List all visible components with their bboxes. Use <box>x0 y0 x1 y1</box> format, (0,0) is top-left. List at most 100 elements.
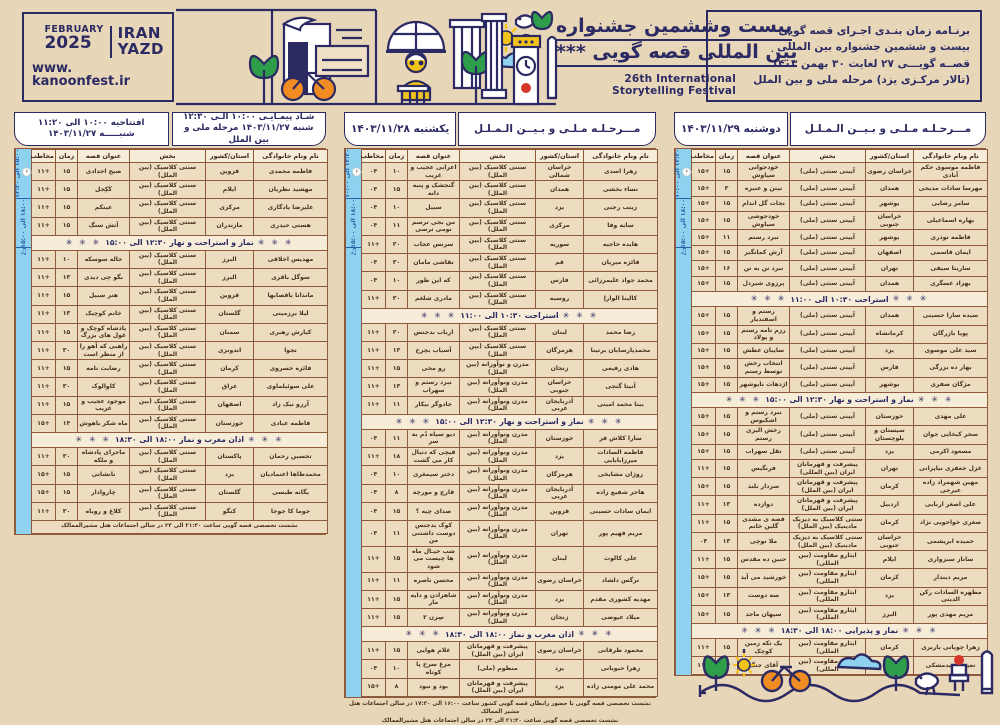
table-row: میلاد عیوضی زنجان مدرن ونوآورانه (بین المل… <box>361 608 658 628</box>
table-cell: +۱۱ <box>31 216 56 236</box>
table-cell: مدرن ونوآورانه (بین الملل) <box>459 377 536 397</box>
asterisk-icon: ✳ ✳ ✳ <box>65 237 102 247</box>
table-cell: +۱۱ <box>31 359 56 379</box>
table-cell: همدان <box>865 306 914 326</box>
table-cell: نانشاتی <box>77 465 130 485</box>
table-cell: آیینی سنتی (ملی) <box>789 376 866 394</box>
table-cell: خودجوشی سیاوش <box>737 211 790 231</box>
table-cell: ۰۴ <box>361 180 386 200</box>
table-row: فاطمه السادات میرزابابایی یزد مدرن ونوآورا… <box>361 447 658 467</box>
table-cell: مدرن ونوآورانه (بین الملل) <box>459 501 536 521</box>
table-row: سایه وفا مرکزی سنتی کلاسیک (بین الملل) من ب… <box>361 216 658 236</box>
table-row: فائزه خسروی کرمان سنتی کلاسیک (بین الملل) ر… <box>31 359 328 379</box>
table-cell: علی کالوت <box>583 545 658 573</box>
table-cell: نجوا <box>253 340 328 361</box>
table-row: مهدیه کشوری مقدم یزد مدرن ونوآورانه (بین ا… <box>361 589 658 610</box>
asterisk-icon: ✳ ✳ ✳ <box>902 626 938 635</box>
table-cell: سنتی کلاسیک (بین الملل) <box>129 304 206 324</box>
table-cell: کوک بدجنس دوست داشتنی من <box>407 519 460 547</box>
table-cell: ۱۵ <box>55 359 78 379</box>
table-cell: مدرن ونوآورانه (بین الملل) <box>459 571 536 591</box>
table-cell: ساریتا سیفی <box>913 260 988 277</box>
table-cell: ۱۵ <box>715 195 738 213</box>
description-line-2: بیست و ششمین جشنواره بین المللی <box>776 41 970 54</box>
table-cell: علی مهدی <box>913 407 988 427</box>
time-segment-label: ۱۸:۰۰ الی ۱۵:۰۰ <box>680 198 687 248</box>
asterisk-icon: ✳ ✳ ✳ <box>395 416 432 426</box>
table-cell: آیینی سنتی (ملی) <box>789 407 866 427</box>
table-cell: مریم مهدی پور <box>913 604 988 625</box>
table-row: سوگل باقری البرز سنتی کلاسیک (بین الملل) بگ… <box>31 268 328 288</box>
column-header: بخش <box>459 149 536 163</box>
schedule-table: نام ونام خانوادگی استان/کشور بخش عنوان قصه ز… <box>30 149 328 534</box>
table-cell: اندونزی <box>205 340 254 361</box>
table-cell: خانم کوچیک <box>77 304 130 324</box>
table-header-row: نام ونام خانوادگی استان/کشور بخش عنوان قصه ز… <box>360 149 658 163</box>
table-cell: +۱۵ <box>31 413 56 434</box>
table-row: علی کالوت لبنان مدرن ونوآورانه (بین الملل)… <box>361 545 658 573</box>
table-cell: سوریه <box>535 234 584 255</box>
table-cell: ۱۳ <box>385 377 408 397</box>
table-cell: فاطمه نوذری <box>913 229 988 246</box>
table-cell: یزد <box>205 465 254 485</box>
table-cell: +۱۵ <box>691 306 716 326</box>
table-cell: رضایت نامه <box>77 359 130 379</box>
table-row: مریم دیندار کرمان ایثارو مقاومت (بین الملل… <box>691 568 988 588</box>
table-cell: +۱۱ <box>361 447 386 467</box>
table-cell: هادی رفیعی <box>583 359 658 379</box>
table-row: بهزاد عسگری همدان آیینی سنتی (ملی) پرزوی شی… <box>691 275 988 293</box>
table-cell: +۱۱ <box>361 571 386 591</box>
break-label: ✳ ✳ ✳ نماز و استراحت و نهار ۱۲:۳۰ الی ۱۵:… <box>31 234 328 251</box>
table-cell: ارباب بدجنس <box>407 322 460 342</box>
table-cell: مدرن ونوآورانه (بین الملل) <box>459 447 536 467</box>
table-cell: فاطمه موسوی حکم آبادی <box>913 161 988 182</box>
table-cell: ۱۵ <box>715 275 738 293</box>
column-header: عنوان قصه <box>737 149 790 163</box>
table-cell: بوشهر <box>865 229 914 246</box>
table-cell: ۳۰ <box>385 234 408 255</box>
asterisk-icon: ✳ ✳ ✳ <box>75 435 112 445</box>
table-cell: کرمان <box>865 513 914 533</box>
table-cell: آیینی سنتی (ملی) <box>789 211 866 231</box>
festival-website[interactable]: www. kanoonfest.ir <box>32 61 164 89</box>
time-segment: ♫ <box>346 248 361 257</box>
table-cell: سایبان عطش <box>737 342 790 360</box>
table-cell: غلام هوایی <box>407 641 460 661</box>
table-cell: ۱۶ <box>715 260 738 277</box>
table-cell: رضا محمد <box>583 322 658 342</box>
table-cell: خراسان رضوی <box>535 571 584 591</box>
table-cell: سنتی کلاسیک (بین الملل) <box>459 340 536 361</box>
table-cell: مدرن ونوآورانه (بین الملل) <box>459 428 536 449</box>
table-row: مهین شهمراد زاده عیرجی کرمان پیشرفت و قهرم… <box>691 477 988 497</box>
table-cell: مازندران <box>205 216 254 236</box>
festival-title-block: بیست وششمین جشنواره بین المللی قصه گویی … <box>556 6 798 106</box>
table-cell: فارس <box>865 358 914 378</box>
table-cell: ایلام <box>865 550 914 570</box>
table-cell: ۱۵ <box>55 216 78 236</box>
time-strip: 🕐 ۱۲:۳۰ الی ۱۰:۰۰ ۱۸:۰۰ الی ۱۵:۰۰ ♫ <box>674 149 693 676</box>
schedule-column-monday: دوشنبه ۱۴۰۳/۱۱/۲۹ مـــرحـلـه مـلـی و بـیـ… <box>674 112 988 677</box>
table-cell: اصفهان <box>865 244 914 262</box>
description-line-3: قصــه گویـــی ۲۷ لغایت ۳۰ بهمن ۱۴۰۳ <box>771 57 970 70</box>
table-cell: مدرن ونوآورانه (بین الملل) <box>459 465 536 485</box>
table-cell: مسعود اکرمی <box>913 443 988 461</box>
table-cell: ۱۵ <box>715 513 738 533</box>
table-cell: آنیتا گنجی <box>583 377 658 397</box>
break-label: ✳ ✳ ✳ استراحت ۱۰:۳۰ الی ۱۱:۰۰ ✳ ✳ ✳ <box>691 291 988 308</box>
table-cell: محمود طرقانی <box>583 641 658 661</box>
banner-line-1: شـاد پیمـایـی ۱۰:۰۰ الـی ۱۲:۳۰ <box>183 112 315 123</box>
table-cell: خراسان جنوبی <box>865 211 914 231</box>
table-cell: +۱۵ <box>691 229 716 246</box>
time-strip: 🕐 ۱۲:۳۰ الی ۱۰:۰۰ ۱۸:۰۰ الی ۱۵:۰۰ ♫ <box>344 149 363 697</box>
table-cell: البرز <box>205 268 254 288</box>
table-cell: مهشید نظریان <box>253 180 328 200</box>
table-cell: سنتی کلاسیک به دیزیک مادینیک (بین الملل) <box>789 531 866 552</box>
table-cell: ایمان سادات حسینی <box>583 501 658 521</box>
table-cell: +۱۱ <box>361 359 386 379</box>
table-cell: ایثارو مقاومت (بین المللی) <box>789 604 866 625</box>
table-cell: +۱۱ <box>361 641 386 661</box>
festival-logo-box: IRAN YAZD FEBRUARY 2025 www. kanoonfest.… <box>22 12 174 102</box>
table-cell: ۱۵ <box>715 568 738 588</box>
time-segment: ♫ <box>16 248 31 257</box>
table-cell: ۳۰ <box>55 501 78 521</box>
